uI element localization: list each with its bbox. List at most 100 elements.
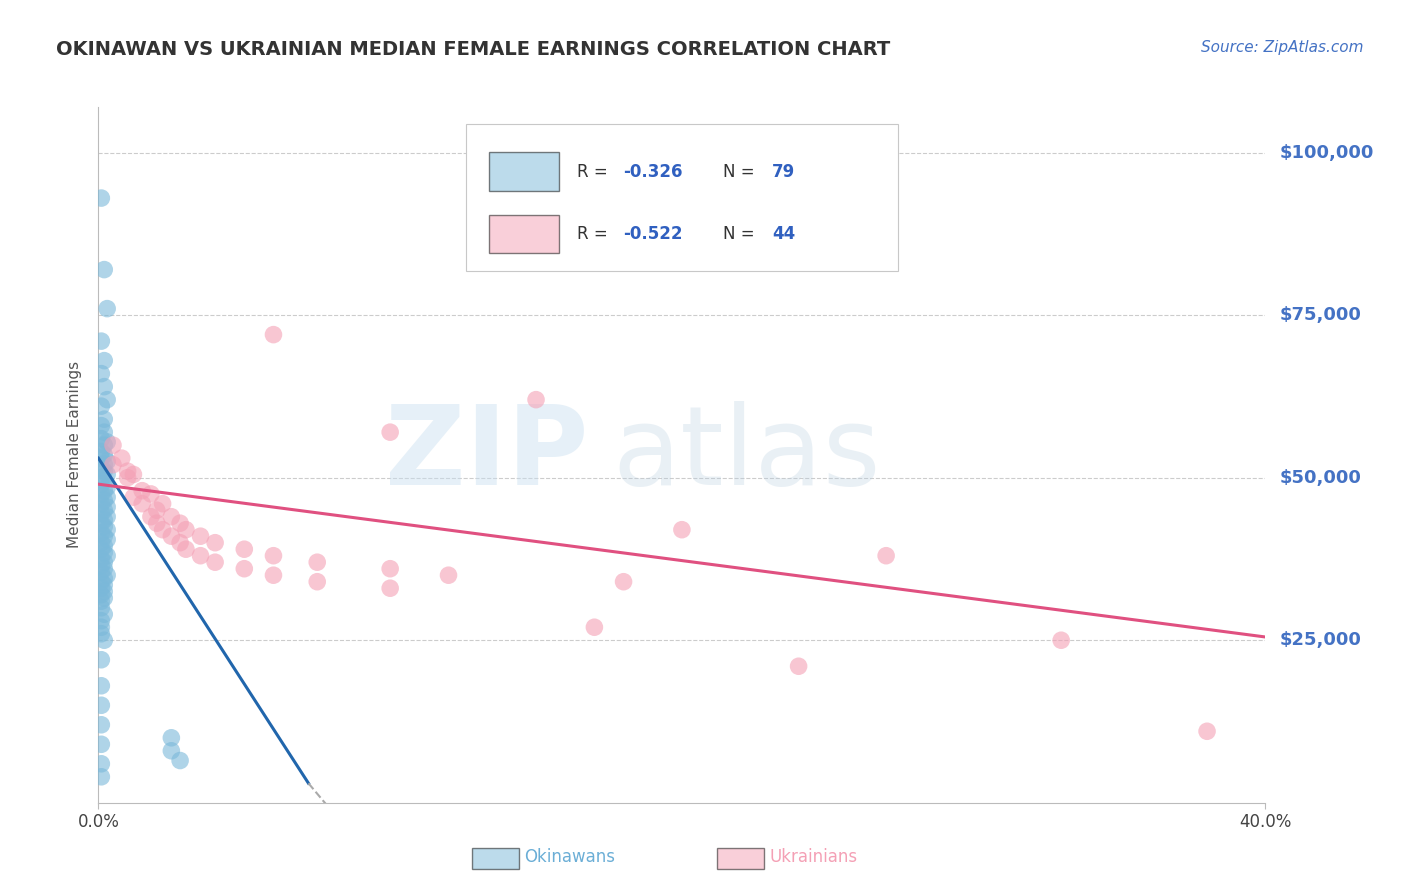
Point: [90, 626, 112, 640]
Point: [111, 451, 134, 466]
Point: [90, 477, 112, 491]
Point: [122, 490, 145, 504]
Point: [90, 679, 112, 693]
Point: [93, 262, 115, 277]
Point: [96, 434, 118, 449]
Point: [90, 581, 112, 595]
Point: [93, 503, 115, 517]
Point: [90, 594, 112, 608]
Point: [96, 454, 118, 468]
Point: [90, 191, 112, 205]
Point: [96, 392, 118, 407]
Point: [90, 497, 112, 511]
Point: [90, 574, 112, 589]
Point: [146, 516, 169, 531]
Point: [93, 591, 115, 605]
Point: [93, 425, 115, 439]
Point: [90, 451, 112, 466]
Point: [524, 392, 547, 407]
Point: [96, 533, 118, 547]
FancyBboxPatch shape: [472, 848, 519, 869]
Point: [101, 438, 124, 452]
Point: [160, 529, 183, 543]
Text: 79: 79: [772, 162, 794, 181]
Point: [90, 737, 112, 751]
Text: -0.522: -0.522: [623, 226, 683, 244]
Point: [190, 549, 212, 563]
Point: [93, 353, 115, 368]
Point: [160, 744, 183, 758]
Point: [96, 500, 118, 514]
Point: [262, 327, 284, 342]
Text: N =: N =: [723, 226, 759, 244]
Point: [117, 464, 139, 478]
Text: $100,000: $100,000: [1279, 144, 1374, 161]
FancyBboxPatch shape: [489, 153, 560, 191]
Point: [262, 568, 284, 582]
Point: [93, 572, 115, 586]
Point: [169, 516, 191, 531]
Point: [90, 367, 112, 381]
Point: [96, 301, 118, 316]
Point: [90, 542, 112, 557]
Text: Ukrainians: Ukrainians: [769, 848, 858, 866]
Point: [93, 474, 115, 488]
Point: [190, 529, 212, 543]
Point: [160, 509, 183, 524]
Text: N =: N =: [723, 162, 759, 181]
Point: [93, 379, 115, 393]
Point: [90, 399, 112, 413]
Point: [93, 578, 115, 592]
Point: [93, 513, 115, 527]
Point: [93, 464, 115, 478]
Point: [152, 497, 174, 511]
Point: [90, 565, 112, 579]
Point: [307, 555, 329, 569]
Point: [152, 523, 174, 537]
Point: [1195, 724, 1218, 739]
Point: [378, 581, 402, 595]
Point: [90, 552, 112, 566]
Point: [122, 467, 145, 482]
Text: 44: 44: [772, 226, 794, 244]
Point: [307, 574, 329, 589]
Point: [131, 483, 153, 498]
Text: ZIP: ZIP: [385, 401, 589, 508]
Point: [378, 562, 402, 576]
Point: [875, 549, 897, 563]
Point: [96, 523, 118, 537]
Point: [90, 525, 112, 540]
Point: [90, 698, 112, 713]
Text: R =: R =: [576, 226, 613, 244]
Text: atlas: atlas: [612, 401, 880, 508]
Point: [90, 461, 112, 475]
Point: [131, 497, 153, 511]
Point: [90, 770, 112, 784]
Point: [93, 438, 115, 452]
Point: [233, 562, 256, 576]
Point: [233, 542, 256, 557]
Point: [93, 555, 115, 569]
Point: [96, 568, 118, 582]
FancyBboxPatch shape: [717, 848, 763, 869]
Point: [90, 620, 112, 634]
Point: [160, 731, 183, 745]
Point: [93, 562, 115, 576]
Point: [169, 535, 191, 549]
Point: [90, 718, 112, 732]
Text: Okinawans: Okinawans: [524, 848, 616, 866]
Point: [612, 574, 634, 589]
Point: [93, 584, 115, 599]
Point: [139, 509, 162, 524]
Point: [101, 458, 124, 472]
Point: [96, 549, 118, 563]
Point: [90, 614, 112, 628]
Point: [93, 412, 115, 426]
Point: [90, 418, 112, 433]
Point: [93, 448, 115, 462]
Text: R =: R =: [576, 162, 613, 181]
Point: [90, 535, 112, 549]
Point: [139, 487, 162, 501]
Point: [90, 600, 112, 615]
Point: [90, 756, 112, 771]
